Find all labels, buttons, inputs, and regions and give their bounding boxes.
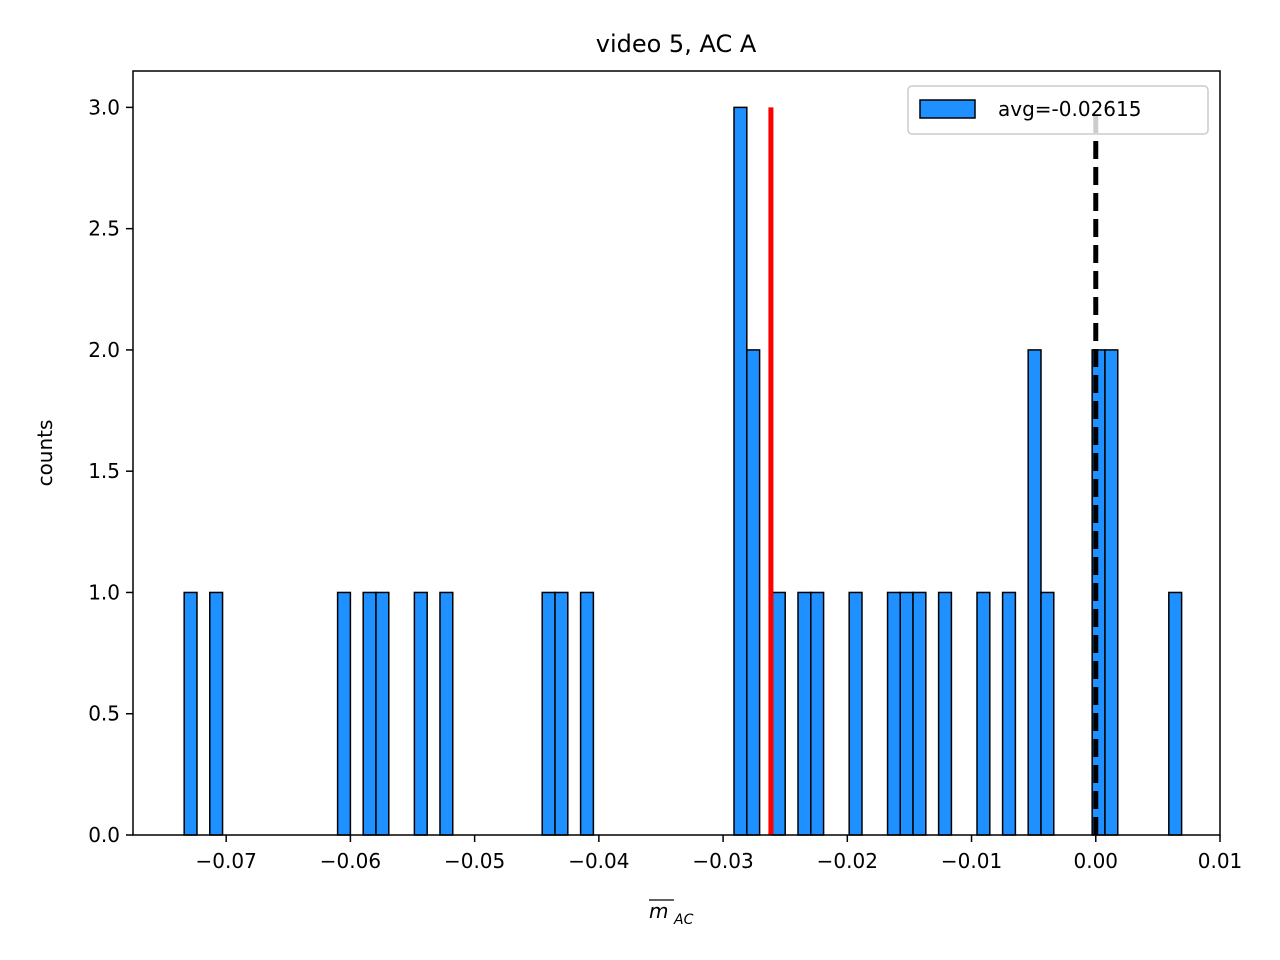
legend-box (907, 85, 1209, 135)
histogram-bar (554, 591, 569, 836)
x-tick-label: −0.02 (817, 849, 878, 873)
histogram-bar (1001, 591, 1017, 836)
legend-swatch (919, 99, 976, 119)
x-tick-label: −0.04 (568, 849, 629, 873)
histogram-bar (183, 591, 198, 836)
histogram-bar (746, 349, 761, 836)
histogram-bar (886, 591, 902, 836)
histogram-bar (1040, 591, 1055, 836)
histogram-bar (976, 591, 991, 836)
legend: avg=-0.02615 (907, 85, 1209, 135)
histogram-bar (439, 591, 454, 836)
x-axis-label-main: m (649, 899, 668, 923)
histogram-bar (413, 591, 428, 836)
y-tick-label: 1.5 (88, 459, 120, 483)
x-tick-label: −0.07 (196, 849, 257, 873)
plot-area-frame (132, 70, 1221, 836)
histogram-bar (1104, 349, 1119, 836)
histogram-bar (771, 591, 786, 836)
x-axis-ticks: −0.07 −0.06 −0.05 −0.04 −0.03 −0.02 −0.01 0.00 0… (196, 835, 1243, 873)
histogram-bar (375, 591, 390, 836)
x-axis-label: m AC (649, 899, 694, 928)
y-tick-label: 3.0 (88, 95, 120, 119)
histogram-bar (579, 591, 595, 836)
histogram-bar (1168, 591, 1183, 836)
histogram-bar (848, 591, 863, 836)
reference-lines-group (768, 107, 1099, 835)
histogram-bar (209, 591, 224, 836)
histogram-bar (336, 591, 352, 836)
y-tick-label: 2.5 (88, 217, 120, 241)
y-tick-label: 0.5 (88, 702, 120, 726)
x-axis-label-subscript: AC (673, 912, 694, 928)
histogram-bar (810, 591, 825, 836)
histogram-bar (912, 591, 927, 836)
x-tick-label: 0.00 (1074, 849, 1119, 873)
y-tick-label: 1.0 (88, 580, 120, 604)
x-tick-label: −0.06 (320, 849, 381, 873)
x-tick-label: 0.01 (1198, 849, 1243, 873)
histogram-bar (797, 591, 812, 836)
histogram-bar (937, 591, 953, 836)
y-tick-label: 0.0 (88, 823, 120, 847)
histogram-bar (362, 591, 377, 836)
histogram-bar (899, 591, 914, 836)
y-axis-ticks: 0.0 0.5 1.0 1.5 2.0 2.5 3.0 (88, 95, 133, 847)
x-tick-label: −0.03 (692, 849, 753, 873)
x-tick-label: −0.01 (941, 849, 1002, 873)
y-tick-label: 2.0 (88, 338, 120, 362)
chart-title: video 5, AC A (596, 30, 757, 58)
x-tick-label: −0.05 (444, 849, 505, 873)
histogram-bar (541, 591, 556, 836)
legend-label: avg=-0.02615 (998, 97, 1141, 121)
histogram-bar (1027, 349, 1042, 836)
histogram-bar (733, 106, 748, 836)
y-axis-label: counts (33, 420, 57, 487)
